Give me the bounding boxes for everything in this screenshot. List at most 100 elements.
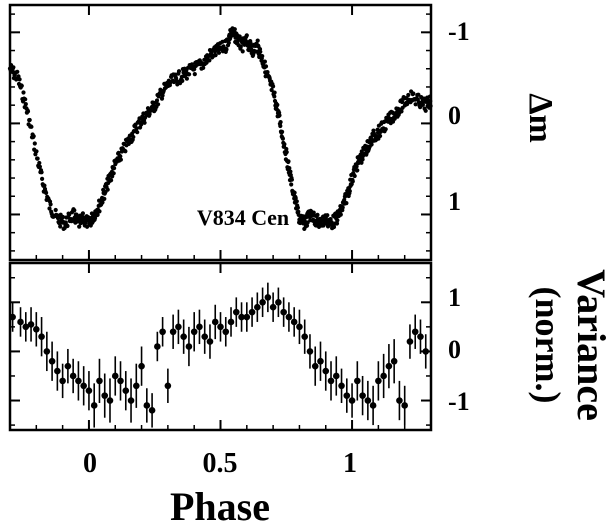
data-point xyxy=(38,333,45,340)
data-point xyxy=(23,102,28,107)
data-point xyxy=(15,69,20,74)
data-point xyxy=(280,136,285,141)
data-point xyxy=(48,357,56,365)
data-point xyxy=(355,168,360,173)
data-point xyxy=(288,169,293,174)
data-point xyxy=(95,212,100,217)
data-point xyxy=(417,333,424,340)
data-point xyxy=(369,142,374,147)
data-point xyxy=(240,49,245,54)
data-point xyxy=(118,157,123,162)
data-point xyxy=(11,65,16,70)
data-point xyxy=(327,377,335,385)
data-point xyxy=(43,348,51,355)
data-point xyxy=(190,328,198,336)
data-point xyxy=(176,69,182,74)
data-point xyxy=(154,98,160,103)
data-point xyxy=(383,127,388,132)
bottom-ytick-label: 1 xyxy=(448,283,461,312)
data-point xyxy=(33,326,40,333)
data-point xyxy=(217,323,224,331)
data-point xyxy=(133,382,140,390)
data-point xyxy=(406,92,411,98)
data-point xyxy=(27,117,32,123)
data-point xyxy=(406,338,414,345)
data-point xyxy=(117,377,124,385)
data-point xyxy=(135,130,140,135)
data-point xyxy=(101,392,109,399)
data-point xyxy=(111,372,119,380)
data-point xyxy=(67,212,72,217)
data-point xyxy=(118,154,123,159)
top-ytick-label: 1 xyxy=(448,187,461,216)
data-point xyxy=(334,221,340,226)
data-point xyxy=(264,294,272,301)
data-point xyxy=(294,199,299,204)
xtick-label: 0.5 xyxy=(203,448,238,479)
data-point xyxy=(284,150,289,155)
data-point xyxy=(359,149,364,154)
data-point xyxy=(258,49,263,54)
data-point xyxy=(69,372,77,380)
data-point xyxy=(106,397,114,404)
data-point xyxy=(42,183,47,188)
data-point xyxy=(31,134,36,139)
data-point xyxy=(359,392,366,399)
data-point xyxy=(340,205,345,210)
data-point xyxy=(134,126,139,131)
data-point xyxy=(19,83,24,88)
data-point xyxy=(142,120,147,125)
data-point xyxy=(80,211,85,216)
data-point xyxy=(289,177,294,182)
data-point xyxy=(293,196,298,201)
data-point xyxy=(280,129,285,134)
top-panel-points xyxy=(7,26,433,231)
data-point xyxy=(296,209,301,214)
data-point xyxy=(105,187,110,192)
data-point xyxy=(295,205,300,210)
data-point xyxy=(35,156,40,161)
data-point xyxy=(138,362,145,370)
data-point xyxy=(21,90,26,95)
data-point xyxy=(400,99,405,105)
data-point xyxy=(180,333,187,340)
data-point xyxy=(244,33,249,38)
data-point xyxy=(278,123,283,129)
bottom-panel-points xyxy=(9,282,430,428)
data-point xyxy=(72,208,77,213)
data-point xyxy=(227,318,235,326)
data-point xyxy=(285,313,293,321)
data-point xyxy=(280,308,287,316)
data-point xyxy=(262,59,267,64)
data-point xyxy=(399,109,404,114)
data-point xyxy=(296,323,303,331)
data-point xyxy=(17,77,22,82)
data-point xyxy=(378,133,383,139)
data-point xyxy=(54,367,61,375)
data-point xyxy=(109,178,114,183)
data-point xyxy=(207,58,212,63)
data-point xyxy=(232,308,240,316)
data-point xyxy=(322,367,330,375)
data-point xyxy=(331,224,337,230)
data-point xyxy=(317,357,324,365)
data-point xyxy=(17,318,24,326)
data-point xyxy=(143,402,151,409)
data-point xyxy=(127,397,135,404)
data-point xyxy=(29,124,34,129)
data-point xyxy=(175,323,182,331)
data-point xyxy=(292,190,297,195)
data-point xyxy=(187,72,192,77)
data-point xyxy=(40,176,45,181)
data-point xyxy=(192,72,197,77)
data-point xyxy=(286,159,291,164)
data-point xyxy=(159,328,166,336)
data-point xyxy=(359,160,364,165)
data-point xyxy=(335,218,340,223)
data-point xyxy=(96,377,103,385)
data-point xyxy=(277,113,282,118)
data-point xyxy=(427,94,432,99)
data-point xyxy=(385,362,393,370)
data-point xyxy=(184,76,189,81)
